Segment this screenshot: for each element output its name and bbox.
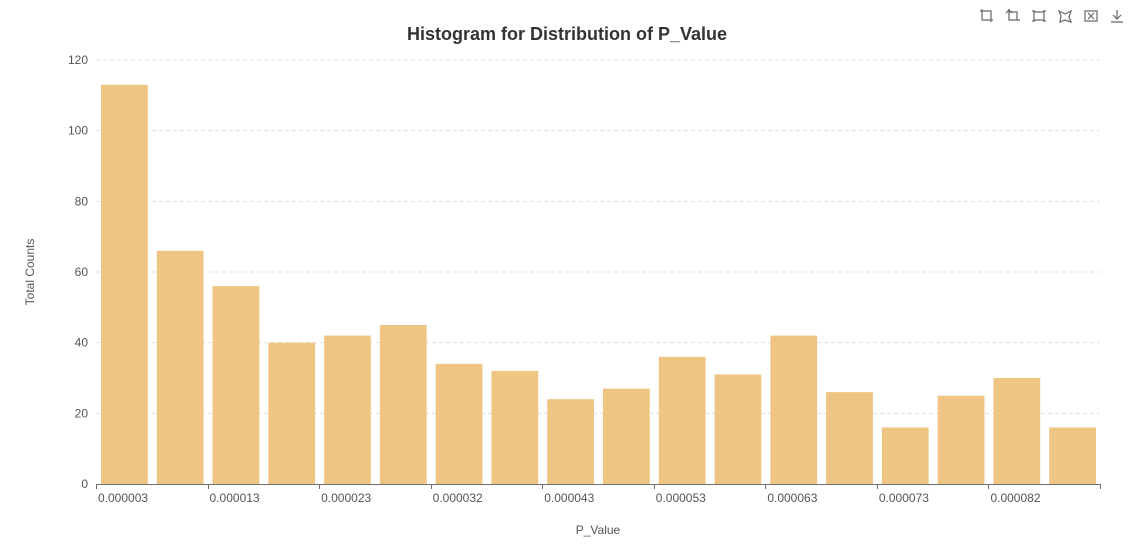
histogram-bar[interactable]	[658, 356, 706, 484]
histogram-bar[interactable]	[547, 399, 594, 484]
grid	[96, 59, 1100, 414]
histogram-bar[interactable]	[881, 427, 929, 484]
x-tick-label: 0.000043	[544, 491, 594, 505]
x-tick-label: 0.000053	[656, 491, 706, 505]
histogram-bar[interactable]	[714, 374, 762, 484]
polygon-select-icon[interactable]	[1055, 6, 1075, 26]
y-tick-label: 120	[68, 53, 88, 67]
x-axis: 0.000003 0.000013 0.000023 0.000032 0.000043…	[96, 484, 1101, 505]
histogram-bar[interactable]	[491, 370, 539, 484]
download-icon[interactable]	[1107, 6, 1127, 26]
rect-select-icon[interactable]	[1029, 6, 1049, 26]
chart-toolbox	[977, 6, 1127, 26]
zoom-icon[interactable]	[977, 6, 997, 26]
histogram-bar[interactable]	[603, 388, 650, 484]
histogram-bar[interactable]	[937, 395, 985, 484]
clear-select-icon[interactable]	[1081, 6, 1101, 26]
y-tick-label: 40	[75, 336, 89, 350]
x-axis-title: P_Value	[576, 523, 621, 537]
y-tick-label: 60	[75, 265, 89, 279]
histogram-bar[interactable]	[268, 342, 316, 484]
histogram-bar[interactable]	[993, 378, 1041, 484]
histogram-bar[interactable]	[379, 325, 427, 484]
y-axis-title: Total Counts	[23, 239, 37, 306]
x-tick-label: 0.000063	[767, 491, 817, 505]
y-tick-label: 0	[81, 477, 88, 491]
histogram-bar[interactable]	[770, 335, 818, 484]
histogram-bar[interactable]	[324, 335, 371, 484]
zoom-reset-icon[interactable]	[1003, 6, 1023, 26]
chart-title: Histogram for Distribution of P_Value	[407, 24, 727, 44]
x-tick-label: 0.000003	[98, 491, 148, 505]
y-axis-ticks: 0 20 40 60 80 100 120	[68, 53, 88, 491]
x-tick-label: 0.000013	[210, 491, 260, 505]
histogram-bar[interactable]	[101, 84, 148, 484]
y-tick-label: 20	[75, 406, 89, 420]
x-tick-label: 0.000032	[433, 491, 483, 505]
x-tick-label: 0.000073	[879, 491, 929, 505]
x-tick-label: 0.000082	[990, 491, 1040, 505]
bars	[101, 84, 1096, 484]
histogram-bar[interactable]	[1049, 427, 1096, 484]
histogram-bar[interactable]	[212, 286, 260, 484]
x-tick-label: 0.000023	[321, 491, 371, 505]
y-tick-label: 100	[68, 124, 88, 138]
histogram-bar[interactable]	[435, 363, 483, 484]
histogram-bar[interactable]	[156, 250, 204, 484]
y-tick-label: 80	[75, 194, 89, 208]
histogram-bar[interactable]	[826, 392, 873, 484]
